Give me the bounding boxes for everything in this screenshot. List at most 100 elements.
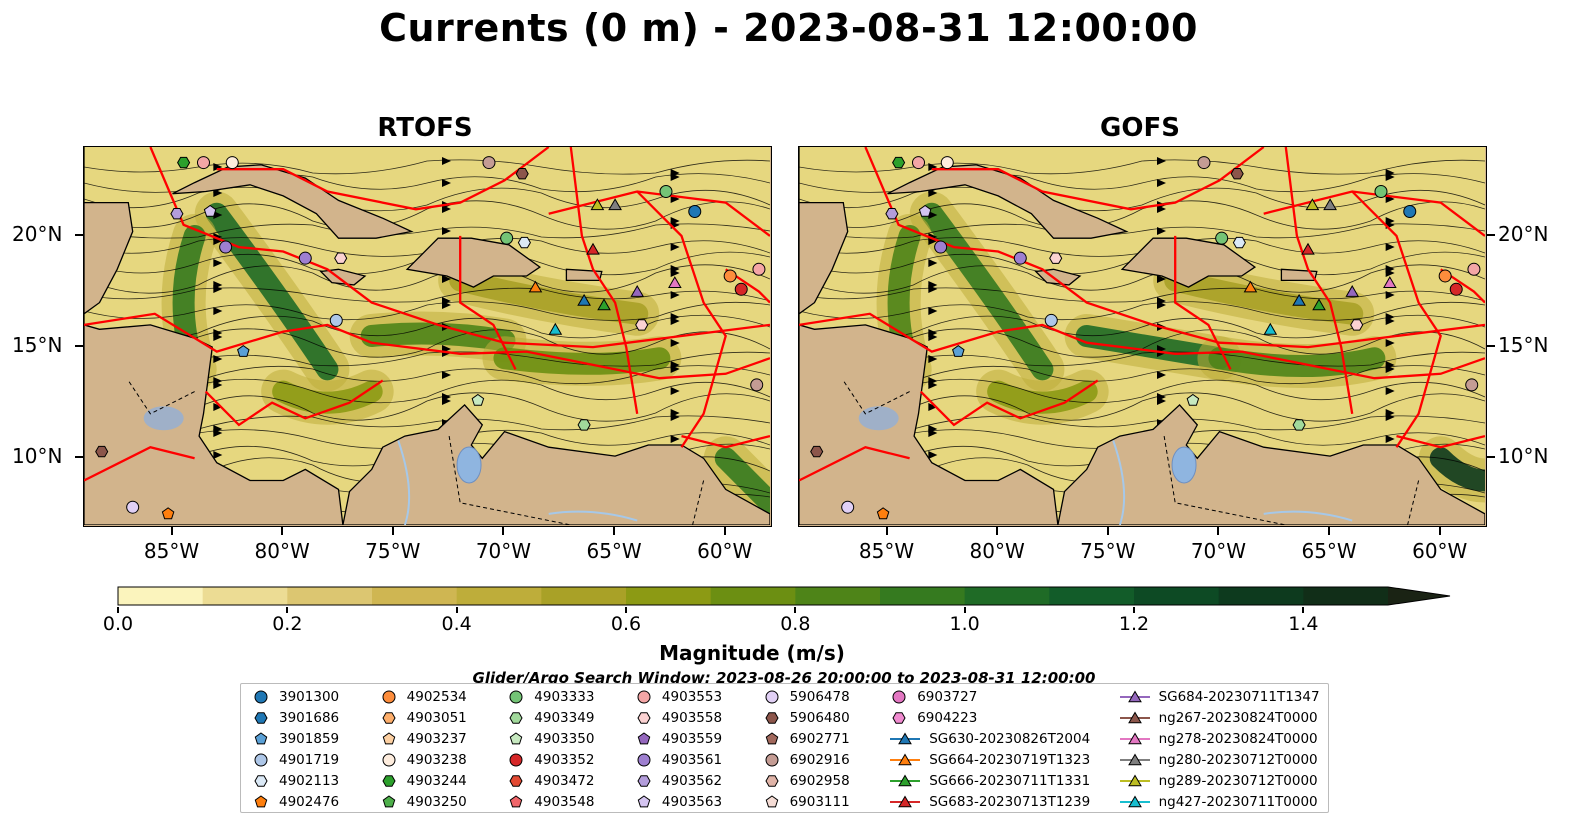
eez-boundary (1284, 147, 1354, 414)
marker-SG664-20230719T1323 (528, 280, 543, 293)
lon-label: 85°W (143, 539, 200, 563)
legend-marker (382, 731, 395, 744)
streamline-arrow (928, 285, 938, 293)
streamline-arrow (670, 339, 680, 347)
streamline-arrow (213, 163, 223, 171)
colorbar (117, 586, 1451, 606)
lat-label-right: 20°N (1498, 221, 1549, 246)
streamline-arrow (213, 333, 223, 341)
lake-maracaibo (456, 446, 482, 484)
legend-label: 4903349 (534, 709, 595, 726)
lon-tick (1328, 527, 1331, 535)
streamline-arrow (928, 403, 938, 411)
legend: 3901300 3901686 3901859 4901719 4902113 49024… (240, 683, 1329, 813)
legend-item: 4903558 (634, 707, 762, 728)
map-gofs[interactable] (798, 146, 1487, 527)
legend-marker-icon (890, 795, 921, 807)
eez-boundary (1396, 434, 1485, 449)
streamline-arrow (670, 413, 680, 421)
map-rtofs[interactable] (83, 146, 772, 527)
legend-column: 6903727 6904223 SG630-20230826T2004 SG664-2… (889, 686, 1118, 812)
lat-tick (75, 233, 83, 236)
legend-label: 4903558 (661, 709, 723, 726)
lon-tick (613, 527, 616, 535)
streamline-arrow (1385, 435, 1395, 443)
legend-marker-icon (765, 690, 779, 703)
legend-label: 4903563 (661, 793, 723, 810)
colorbar-label: Magnitude (m/s) (659, 641, 845, 665)
marker-4901719 (329, 313, 343, 327)
legend-column: 4903333 4903349 4903350 4903352 4903472 49035… (506, 686, 634, 812)
legend-item: 4903350 (506, 728, 634, 749)
marker-4903553 (196, 156, 210, 170)
legend-marker-icon (382, 753, 396, 766)
legend-item: 4903051 (379, 707, 507, 728)
legend-item: 4903563 (634, 791, 762, 812)
lon-tick (391, 527, 394, 535)
legend-label: SG664-20230719T1323 (929, 751, 1091, 768)
legend-marker (509, 794, 523, 807)
legend-item: 4902113 (251, 770, 379, 791)
legend-column: 4903553 4903558 4903559 4903561 4903562 49035… (634, 686, 762, 812)
marker-4903349 (1292, 419, 1306, 431)
legend-column: SG684-20230711T1347 ng267-20230824T0000 ng… (1119, 686, 1328, 812)
streamline (84, 200, 770, 230)
streamline-arrow (670, 317, 680, 325)
lon-label: 60°W (1412, 539, 1468, 563)
legend-label: SG630-20230826T2004 (929, 730, 1091, 747)
legend-item: 6903727 (889, 686, 1118, 707)
marker-5906478 (126, 500, 140, 514)
streamline-arrow (213, 355, 223, 363)
map-canvas-gofs (799, 147, 1485, 525)
colorbar-segment (456, 587, 542, 605)
colorbar-segment (287, 587, 373, 605)
marker-6902916 (1465, 378, 1479, 392)
streamline-arrow (442, 179, 451, 187)
marker-6902916 (750, 378, 764, 392)
streamline-arrow (1385, 291, 1395, 299)
legend-marker-icon (382, 711, 396, 724)
legend-marker-icon (509, 731, 523, 744)
marker-4903562 (170, 208, 184, 220)
colorbar-tick-label: 0.8 (780, 613, 811, 635)
eez-boundary (216, 147, 550, 211)
legend-label: 4903238 (406, 751, 467, 768)
lon-label: 70°W (475, 539, 532, 563)
legend-marker-icon (765, 731, 778, 744)
colorbar-segment (626, 587, 712, 605)
legend-marker-icon (1119, 690, 1150, 702)
streamline (799, 223, 1485, 239)
streamline-arrow (442, 205, 451, 213)
eez-boundary (799, 312, 1485, 380)
marker-4903349 (577, 419, 591, 431)
marker-4903558 (1350, 319, 1364, 331)
legend-item: 4903562 (634, 770, 762, 791)
land (1057, 403, 1485, 525)
legend-label: 3901686 (279, 709, 340, 726)
land (799, 201, 849, 315)
streamline-arrow (213, 237, 223, 245)
legend-marker-icon (890, 774, 921, 786)
legend-item: 4903237 (379, 728, 507, 749)
land (84, 147, 344, 525)
marker-4902113 (517, 236, 531, 249)
legend-label: ng267-20230824T0000 (1158, 709, 1318, 726)
colorbar-tick-label: 0.0 (102, 613, 134, 635)
legend-column: 5906478 5906480 6902771 6902916 6902958 69031… (762, 686, 890, 812)
legend-label: 4903548 (534, 793, 595, 810)
marker-4903244 (177, 156, 191, 169)
marker-SG683-20230713T1239 (1301, 242, 1315, 255)
legend-marker (765, 753, 779, 766)
lon-label: 85°W (858, 539, 915, 563)
eez-boundary (919, 379, 1099, 427)
marker-5906480 (810, 445, 824, 458)
legend-marker-icon (254, 690, 268, 703)
legend-label: ng289-20230712T0000 (1158, 772, 1318, 789)
eez-boundary (459, 235, 517, 370)
legend-item: 3901300 (251, 686, 379, 707)
streamline-arrow (213, 451, 223, 459)
search-window-caption: Glider/Argo Search Window: 2023-08-26 20… (472, 669, 1096, 687)
streamline-arrow (213, 307, 223, 315)
marker-4903553 (752, 262, 766, 276)
eez-boundary (204, 379, 384, 427)
